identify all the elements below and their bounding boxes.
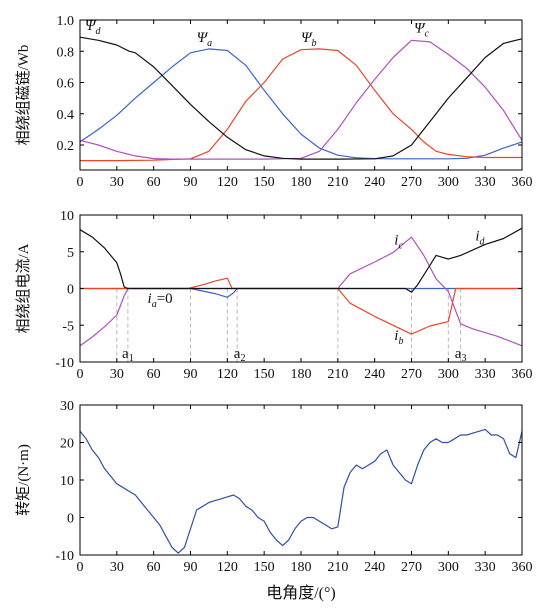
x-tick-label: 270 (401, 367, 422, 382)
panel-torque: 0 30 60 90 120 150 180 210 240 270 300 330 360-10010… (15, 399, 533, 575)
y-tick-label: 0.8 (57, 45, 75, 60)
series-line-phase-c (79, 39, 523, 160)
x-tick-label: 330 (475, 367, 496, 382)
series-annotation: id (475, 229, 485, 248)
series-annotation: Ψb (301, 30, 317, 49)
series-line-phase-a (79, 48, 523, 160)
y-tick-label: 0.4 (57, 108, 75, 123)
marker-label: a2 (234, 346, 246, 364)
x-tick-label: 0 (77, 367, 84, 382)
series-line-phase-c (79, 236, 523, 347)
marker-label: a1 (122, 346, 134, 364)
x-tick-label: 150 (254, 367, 275, 382)
x-tick-label: 300 (438, 175, 459, 190)
series-annotation: Ψd (85, 18, 102, 37)
x-tick-label: 270 (401, 560, 422, 575)
panel-current: 0 30 60 90 120 150 180 210 240 270 300 330 360 -10 -5 0… (15, 209, 533, 382)
x-axis-label: 电角度/(°) (266, 584, 336, 602)
series-line-phase-b (80, 48, 522, 162)
x-tick-label: 330 (475, 175, 496, 190)
x-tick-label: 150 (254, 560, 275, 575)
x-tick-label: 90 (184, 367, 198, 382)
plot-frame (79, 404, 523, 556)
x-tick-label: 360 (512, 367, 533, 382)
series-annotation: Ψa (197, 30, 213, 49)
y-tick-label: 0.6 (57, 77, 75, 92)
series-annotation: ib (394, 328, 403, 347)
panel-flux: 0 30 60 90 120 150 180 210 240 270 300 330 360 0.2 0.4… (15, 14, 533, 190)
series-annotation: ia=0 (148, 291, 173, 310)
x-tick-label: 90 (184, 175, 198, 190)
y-tick-label: 0 (67, 512, 74, 527)
series-annotation: ic (394, 232, 403, 251)
x-tick-label: 90 (184, 560, 198, 575)
y-tick-label: -5 (62, 319, 74, 334)
y-tick-label: 0.2 (57, 139, 75, 154)
x-tick-label: 240 (364, 560, 385, 575)
series-line-phase-d (79, 227, 523, 293)
x-tick-label: 270 (401, 175, 422, 190)
y-axis-label: 相绕组电流/A (15, 243, 32, 333)
x-tick-label: 0 (77, 175, 84, 190)
x-tick-label: 60 (147, 175, 161, 190)
x-tick-label: 180 (291, 175, 312, 190)
x-tick-label: 0 (77, 560, 84, 575)
x-tick-label: 60 (147, 560, 161, 575)
x-tick-label: 60 (147, 367, 161, 382)
x-tick-label: 120 (217, 560, 238, 575)
series-line-torque (79, 428, 523, 554)
x-tick-label: 300 (438, 367, 459, 382)
x-tick-label: 120 (217, 367, 238, 382)
marker-label: a3 (455, 346, 467, 364)
x-tick-label: 180 (291, 367, 312, 382)
x-tick-label: 360 (512, 560, 533, 575)
y-tick-label: 30 (60, 399, 74, 414)
x-tick-label: 210 (327, 175, 348, 190)
y-tick-label: 1.0 (57, 14, 75, 29)
x-tick-label: 360 (512, 175, 533, 190)
x-tick-label: 210 (327, 367, 348, 382)
series-line-phase-b (80, 277, 522, 335)
x-tick-label: 30 (110, 560, 124, 575)
y-tick-label: 20 (60, 437, 74, 452)
y-tick-label: 10 (60, 209, 74, 224)
y-tick-label: -10 (55, 356, 74, 371)
x-tick-label: 240 (364, 175, 385, 190)
series-annotation: Ψc (414, 21, 430, 40)
x-tick-label: 30 (110, 367, 124, 382)
x-tick-label: 330 (475, 560, 496, 575)
x-tick-label: 150 (254, 175, 275, 190)
x-tick-label: 30 (110, 175, 124, 190)
x-tick-label: 240 (364, 367, 385, 382)
x-tick-label: 300 (438, 560, 459, 575)
y-axis-label: 转矩/(N·m) (15, 444, 32, 516)
y-tick-label: -10 (55, 549, 74, 564)
x-tick-label: 210 (327, 560, 348, 575)
x-tick-label: 120 (217, 175, 238, 190)
y-axis-label: 相绕组磁链/Wb (15, 45, 32, 146)
x-tick-label: 180 (291, 560, 312, 575)
y-tick-label: 0 (67, 283, 74, 298)
series-line-phase-d (79, 36, 523, 160)
y-tick-label: 5 (67, 246, 74, 261)
y-tick-label: 10 (60, 474, 74, 489)
